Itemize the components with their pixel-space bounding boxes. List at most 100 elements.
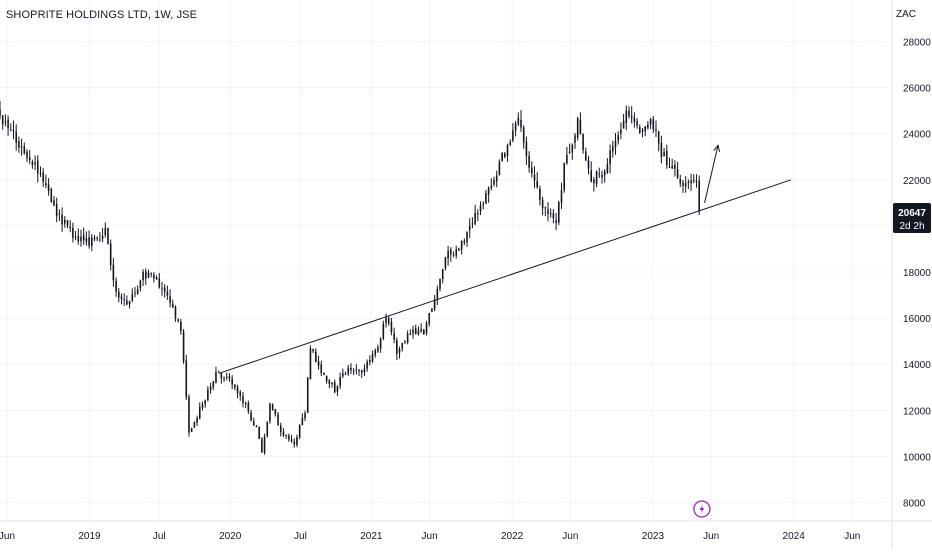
candle-body (163, 287, 166, 292)
candle-body (522, 127, 525, 143)
drawing-layer (218, 144, 792, 374)
candle (193, 421, 196, 428)
candle (90, 234, 93, 252)
candle-body (26, 151, 28, 158)
candle (36, 155, 39, 183)
candle (404, 340, 406, 344)
candle-body (304, 413, 306, 419)
candle (61, 207, 63, 232)
candle (541, 196, 544, 216)
candle-body (212, 381, 215, 388)
candle-body (528, 155, 530, 168)
x-tick-label: 2022 (501, 531, 524, 542)
candle-body (196, 417, 198, 423)
candle-body (161, 288, 163, 290)
candle (244, 401, 247, 409)
candle-body (555, 220, 557, 223)
candle (323, 372, 325, 376)
candle (682, 179, 684, 193)
candle (517, 112, 520, 126)
candle (255, 424, 258, 428)
candle-body (425, 323, 428, 334)
candle (533, 166, 536, 189)
candle-body (652, 118, 655, 130)
candle (207, 386, 209, 402)
x-tick-label: 2021 (360, 531, 383, 542)
candle (212, 380, 215, 391)
candle-body (441, 269, 444, 280)
candle-body (0, 109, 1, 116)
candle (420, 323, 422, 334)
candle-body (109, 243, 112, 266)
candle (7, 115, 9, 136)
candle-body (209, 386, 212, 391)
candle (406, 330, 409, 345)
candle-body (692, 180, 695, 182)
candle-body (53, 200, 55, 206)
candle-body (674, 164, 676, 170)
candle-body (382, 323, 385, 339)
candle (601, 170, 603, 184)
candle (0, 100, 1, 120)
candle-body (174, 306, 177, 319)
candle-body (74, 236, 77, 238)
candle (63, 216, 66, 228)
candle-body (655, 129, 657, 131)
candle (522, 125, 525, 149)
candle (142, 269, 144, 287)
candle-body (185, 360, 188, 398)
candle (20, 138, 23, 156)
candle (628, 106, 630, 119)
candle (115, 277, 117, 297)
candle-body (134, 292, 136, 294)
candle (99, 231, 101, 242)
candle (215, 366, 217, 384)
candle (304, 410, 306, 422)
candle (328, 379, 331, 389)
candle (279, 422, 282, 437)
candle (447, 245, 449, 266)
candle (274, 408, 277, 417)
candle (39, 166, 42, 177)
candle-body (617, 135, 619, 141)
candle (107, 227, 109, 245)
candle (471, 217, 474, 229)
candle-body (638, 127, 641, 134)
candle-body (150, 273, 152, 275)
candle (285, 434, 287, 439)
candle-body (117, 291, 120, 298)
candle (182, 329, 185, 364)
candle (320, 360, 323, 376)
candle-body (369, 360, 371, 363)
candle (590, 161, 592, 183)
candle-body (266, 421, 269, 437)
candle (134, 286, 136, 298)
candle-body (352, 370, 355, 372)
candle (144, 268, 147, 285)
candle (674, 160, 676, 177)
candle-body (452, 254, 455, 256)
candle-body (293, 441, 296, 445)
candle-body (190, 427, 193, 432)
candle (441, 268, 444, 284)
candle-body (582, 134, 584, 150)
candle (158, 272, 161, 289)
candle-body (695, 181, 698, 183)
candle-body (72, 227, 74, 238)
x-tick-label: Jun (0, 531, 15, 542)
candle-body (198, 407, 201, 419)
lightning-icon[interactable] (693, 500, 711, 518)
candle-body (417, 330, 420, 335)
candle (344, 371, 347, 376)
last-price-tag: 20647 2d 2h (893, 203, 931, 233)
candle (42, 168, 44, 187)
candle-body (69, 226, 71, 229)
candle (236, 384, 239, 399)
candle (452, 251, 455, 258)
candle-body (201, 404, 204, 408)
candle-body (558, 202, 560, 223)
candle-body (455, 249, 458, 256)
candle-body (271, 404, 274, 410)
